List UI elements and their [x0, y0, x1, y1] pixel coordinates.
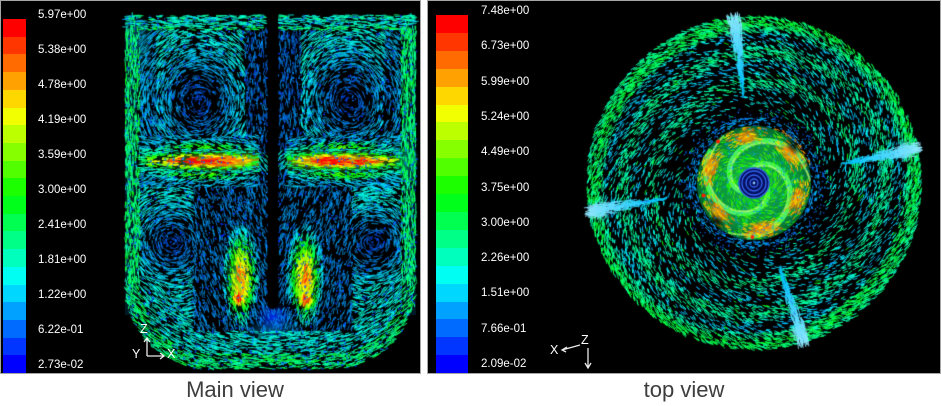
axis-label-y: Y — [132, 347, 141, 361]
main-view-panel: 5.97e+00 5.38e+00 4.78e+00 4.19e+00 3.59e+00… — [0, 0, 421, 374]
colorbar-band — [3, 178, 26, 197]
colorbar-band — [436, 104, 468, 123]
axis-label-z: Z — [140, 322, 148, 336]
colorbar-band — [436, 337, 468, 356]
colorbar-band — [3, 54, 26, 73]
colorbar-band — [3, 89, 26, 108]
colorbar-band — [3, 266, 26, 285]
colorbar-band — [436, 194, 468, 212]
colorbar-band — [436, 68, 468, 87]
colorbar-band — [436, 140, 468, 159]
colorbar-band — [436, 15, 468, 33]
top-view-colorbar — [436, 15, 468, 374]
colorbar-band — [3, 72, 26, 90]
colorbar-band — [3, 213, 26, 232]
colorbar-band — [436, 32, 468, 51]
axis-label-x: X — [167, 347, 176, 361]
colorbar-band — [436, 265, 468, 284]
main-view-colorbar — [3, 19, 26, 374]
colorbar-band — [3, 302, 26, 320]
colorbar-band — [3, 160, 26, 179]
axis-label-x: X — [550, 343, 559, 357]
colorbar-band — [3, 196, 26, 214]
colorbar-band — [3, 142, 26, 161]
main-view-caption: Main view — [186, 377, 284, 402]
colorbar-band — [3, 107, 26, 126]
colorbar-band — [3, 284, 26, 303]
colorbar-band — [436, 86, 468, 105]
colorbar-band — [3, 319, 26, 338]
colorbar-band — [436, 176, 468, 195]
colorbar-band — [3, 125, 26, 143]
colorbar-band — [436, 122, 468, 141]
colorbar-band — [3, 337, 26, 356]
colorbar-band — [3, 249, 26, 267]
colorbar-band — [3, 19, 26, 37]
colorbar-band — [3, 36, 26, 55]
colorbar-band — [3, 231, 26, 250]
top-view-caption: top view — [643, 377, 725, 402]
colorbar-band — [3, 355, 26, 374]
axis-label-z: Z — [581, 333, 589, 347]
colorbar-band — [436, 158, 468, 177]
colorbar-band — [436, 283, 468, 302]
colorbar-band — [436, 355, 468, 374]
colorbar-band — [436, 229, 468, 248]
main-view-vector-plot — [1, 1, 420, 373]
colorbar-band — [436, 301, 468, 320]
colorbar-band — [436, 319, 468, 338]
colorbar-band — [436, 247, 468, 266]
colorbar-band — [436, 50, 468, 69]
top-view-vector-plot — [428, 1, 940, 373]
top-view-panel: 7.48e+00 6.73e+00 5.99e+00 5.24e+00 4.49e+00… — [427, 0, 941, 374]
colorbar-band — [436, 211, 468, 230]
